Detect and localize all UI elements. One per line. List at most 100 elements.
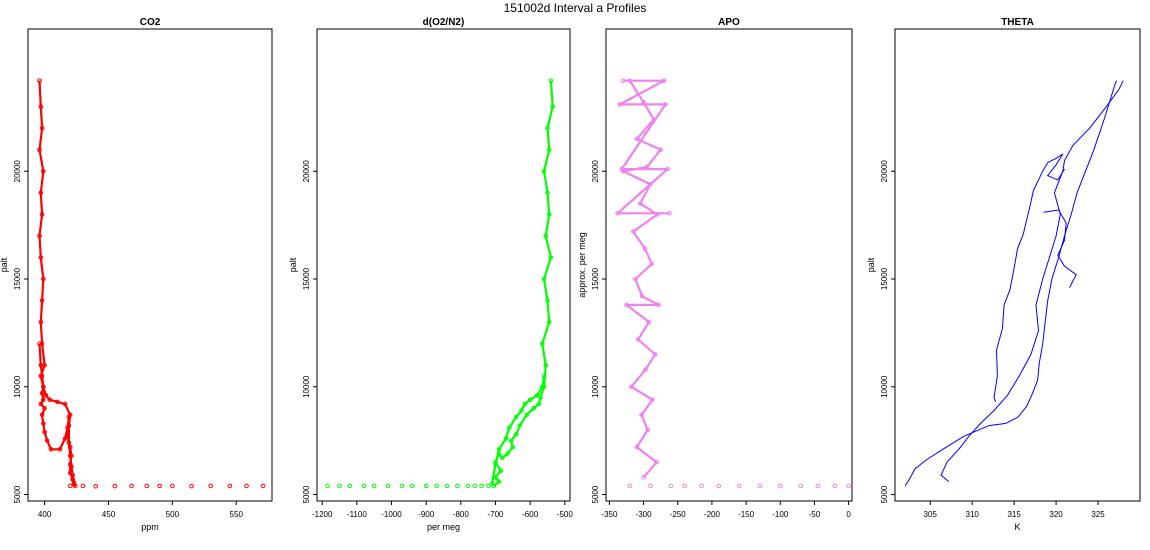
data-point <box>67 483 73 489</box>
data-point <box>325 483 330 489</box>
data-point <box>66 423 72 428</box>
data-point <box>548 255 554 260</box>
data-point <box>423 483 429 489</box>
data-point <box>62 436 68 441</box>
y-tick-label: 20000 <box>13 160 22 183</box>
series-3 <box>627 483 851 489</box>
data-point <box>620 78 626 83</box>
data-point <box>629 384 634 390</box>
x-tick-label: -300 <box>636 510 653 519</box>
data-point <box>508 438 514 444</box>
y-tick-label: 20000 <box>591 160 600 183</box>
data-point <box>846 483 851 489</box>
profile-trace <box>38 343 76 486</box>
data-point <box>260 483 266 489</box>
data-point <box>631 229 636 234</box>
data-point <box>38 401 44 407</box>
data-point <box>337 483 342 489</box>
data-point <box>410 483 415 489</box>
series-line <box>993 153 1065 403</box>
series-3 <box>67 483 266 489</box>
data-point <box>39 390 45 396</box>
x-tick-label: -800 <box>453 510 470 519</box>
x-tick-label: -250 <box>670 510 687 519</box>
x-axis-label: per meg <box>427 522 460 532</box>
data-point <box>546 147 552 152</box>
data-point <box>527 397 533 403</box>
x-tick-label: 400 <box>38 510 52 519</box>
data-point <box>507 425 512 431</box>
data-point <box>639 412 644 418</box>
data-point <box>648 483 653 489</box>
data-point <box>543 233 549 239</box>
data-point <box>144 483 150 489</box>
data-point <box>540 384 545 390</box>
data-point <box>465 483 471 489</box>
data-point <box>524 412 530 418</box>
series-line <box>940 80 1124 482</box>
data-point <box>634 444 640 450</box>
data-point <box>757 483 763 489</box>
data-point <box>39 373 45 379</box>
series-1 <box>37 78 78 489</box>
data-point <box>361 483 367 489</box>
data-point <box>42 406 47 411</box>
panel-title: THETA <box>1001 17 1034 28</box>
x-tick-label: 305 <box>924 510 938 519</box>
panel-apo: APO -350 -300 -250 -200 -150 -100 -50 0 5000 10000… <box>577 17 853 519</box>
data-point <box>668 483 674 489</box>
data-point <box>42 429 47 435</box>
y-tick-label: 15000 <box>302 267 311 290</box>
data-point <box>39 125 45 131</box>
data-point <box>634 136 640 142</box>
data-point <box>619 166 625 172</box>
data-point <box>44 438 50 444</box>
x-tick-label: 325 <box>1091 510 1105 519</box>
data-point <box>716 483 722 489</box>
y-tick-label: 5000 <box>880 485 889 503</box>
data-point <box>699 483 705 489</box>
series-line <box>1043 209 1077 288</box>
x-tick-label: -1100 <box>347 510 367 519</box>
x-tick-label: -50 <box>809 510 821 519</box>
data-point <box>498 468 504 474</box>
data-point <box>48 447 54 452</box>
y-tick-label: 15000 <box>13 267 22 290</box>
data-point <box>38 255 44 260</box>
series-2 <box>37 341 77 488</box>
x-tick-label: -350 <box>601 510 618 519</box>
data-point <box>514 431 519 437</box>
data-point <box>615 211 620 216</box>
data-point <box>519 408 524 413</box>
x-tick-label: -150 <box>738 510 755 519</box>
series-2 <box>940 80 1124 482</box>
data-point <box>538 395 543 400</box>
data-point <box>41 276 46 282</box>
data-point <box>496 447 502 452</box>
data-point <box>541 276 547 282</box>
data-point <box>371 483 377 489</box>
data-point <box>652 352 658 357</box>
data-point <box>65 434 70 439</box>
data-point <box>62 401 68 407</box>
series-2 <box>489 373 547 487</box>
data-point <box>667 211 672 216</box>
data-point <box>444 483 450 489</box>
data-point <box>658 147 664 152</box>
data-point <box>545 125 550 131</box>
series-line <box>904 80 1117 487</box>
data-point <box>534 393 540 398</box>
data-point <box>665 166 670 172</box>
data-point <box>39 298 45 303</box>
data-point <box>643 367 648 372</box>
data-point <box>543 362 549 368</box>
data-point <box>646 319 652 325</box>
data-point <box>479 483 484 489</box>
data-point <box>545 190 550 196</box>
data-point <box>43 393 49 398</box>
panel-theta: THETA 305 310 315 320 325 5000 10000 15000 20000 K… <box>866 17 1141 532</box>
y-tick-label: 10000 <box>302 375 311 398</box>
data-point <box>208 483 213 489</box>
data-point <box>656 302 661 308</box>
x-axis-label: ppm <box>141 522 159 532</box>
